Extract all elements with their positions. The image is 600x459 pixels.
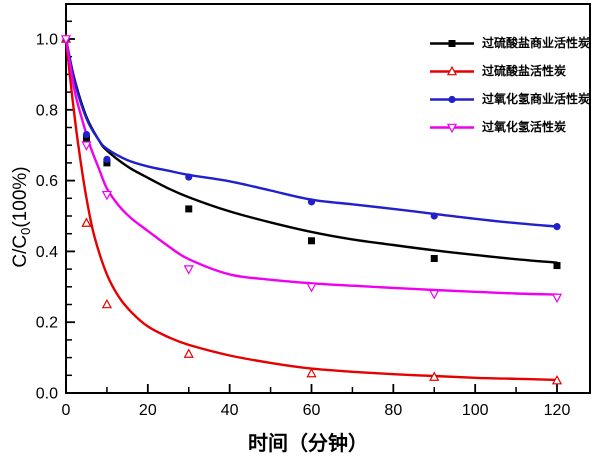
circle-marker: [82, 130, 91, 139]
legend-sample: [430, 95, 474, 104]
triangle-down-marker: [183, 265, 194, 275]
legend-sample: [430, 40, 474, 47]
triangle-up-marker: [551, 374, 563, 385]
triangle-up-marker: [429, 371, 440, 381]
triangle-up-marker: [306, 367, 317, 378]
legend-label: 过硫酸盐活性炭: [482, 64, 567, 78]
series-3-curve: [65, 37, 559, 296]
x-tick-label: 100: [462, 402, 489, 419]
plot-area: 0 20 40 60 80 100 120 0.0 0.2 0.4 0.6 0.8 1.0: [36, 3, 591, 419]
triangle-down-marker: [81, 141, 92, 151]
triangle-down-marker: [551, 293, 563, 304]
y-tick-label: 0.4: [36, 244, 58, 261]
triangle-up-marker: [446, 65, 458, 76]
x-tick-label: 60: [303, 402, 321, 419]
x-tick-label: 120: [544, 402, 571, 419]
legend-sample: [430, 123, 474, 134]
triangle-up-marker: [101, 298, 113, 309]
square-marker: [185, 205, 193, 213]
y-tick-label: 0.6: [36, 173, 58, 190]
triangle-up-marker: [183, 348, 194, 358]
square-marker: [553, 262, 561, 270]
y-axis-title: C/C0(100%): [10, 166, 33, 267]
triangle-up-marker: [81, 217, 92, 227]
triangle-down-marker: [446, 123, 458, 134]
triangle-down-marker: [60, 35, 72, 45]
circle-marker: [448, 95, 456, 104]
x-tick-label: 0: [62, 402, 71, 419]
legend-sample: [430, 65, 474, 76]
circle-marker: [307, 198, 316, 206]
x-tick-label: 40: [221, 402, 239, 419]
legend-item: 过硫酸盐商业活性炭: [429, 37, 590, 50]
y-tick-label: 0.0: [36, 386, 58, 403]
circle-marker: [553, 223, 561, 231]
x-tick-label: 20: [139, 402, 157, 419]
legend-item: 过氧化氢商业活性炭: [429, 93, 590, 106]
series-2-curve: [65, 37, 559, 228]
circle-marker: [430, 212, 438, 220]
legend-item: 过硫酸盐活性炭: [429, 65, 590, 78]
legend-label: 过氧化氢活性炭: [482, 120, 567, 134]
plot-border: [65, 3, 591, 394]
series-3-markers: [60, 35, 563, 304]
legend: 过硫酸盐商业活性炭 过硫酸盐活性炭过氧化氢商业活性炭 过氧化氢活性炭: [429, 37, 590, 149]
triangle-down-marker: [306, 283, 317, 293]
x-tick-label: 80: [384, 402, 402, 419]
square-marker: [308, 237, 315, 245]
legend-label: 过氧化氢商业活性炭: [482, 92, 591, 106]
series-1-curve: [65, 37, 559, 382]
triangle-down-marker: [101, 190, 113, 201]
circle-marker: [185, 173, 193, 181]
legend-label: 过硫酸盐商业活性炭: [482, 36, 591, 50]
x-axis-title: 时间（分钟）: [248, 431, 368, 455]
triangle-down-marker: [429, 290, 440, 300]
curves-layer: [65, 37, 559, 382]
square-marker: [448, 40, 456, 47]
circle-marker: [103, 155, 111, 163]
y-tick-label: 0.8: [36, 102, 58, 119]
square-marker: [430, 254, 438, 262]
legend-item: 过氧化氢活性炭: [429, 121, 590, 134]
y-tick-label: 0.2: [36, 315, 58, 332]
y-tick-label: 1.0: [36, 32, 58, 49]
